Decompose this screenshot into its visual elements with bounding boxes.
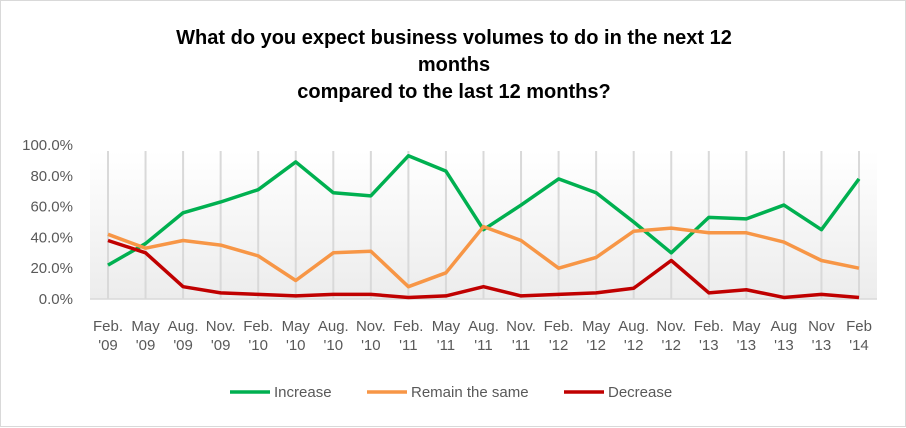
y-tick-label: 20.0% [30,260,73,277]
x-tick-year: '12 [624,337,644,354]
x-tick-label: Aug. '09 [168,318,199,354]
x-tick-month: Feb. [694,318,724,335]
legend-label: Remain the same [411,384,529,401]
x-tick-month: Nov. [656,318,686,335]
x-tick-month: Nov. [206,318,236,335]
x-tick-month: May [282,318,311,335]
x-tick-label: Feb '14 [846,318,872,354]
x-tick-month: May [732,318,761,335]
x-tick-month: Nov. [506,318,536,335]
x-tick-month: May [131,318,160,335]
x-tick-month: Aug. [618,318,649,335]
x-tick-month: Nov [808,318,835,335]
x-tick-month: Feb. [393,318,423,335]
x-tick-year: '13 [699,337,719,354]
x-tick-label: Feb. '12 [544,318,574,354]
x-tick-year: '10 [361,337,381,354]
x-tick-year: '13 [812,337,832,354]
y-tick-label: 60.0% [30,199,73,216]
x-tick-month: May [582,318,611,335]
x-tick-label: Feb. '09 [93,318,123,354]
y-tick-label: 80.0% [30,168,73,185]
x-tick-year: '09 [136,337,156,354]
x-tick-label: Aug. '11 [468,318,499,354]
x-tick-label: Nov. '12 [656,318,686,354]
x-tick-year: '11 [474,337,492,354]
x-tick-label: Nov. '10 [356,318,386,354]
x-tick-month: Feb. [93,318,123,335]
x-tick-year: '10 [286,337,306,354]
x-tick-year: '12 [586,337,606,354]
x-tick-year: '11 [512,337,530,354]
x-tick-month: Aug [771,318,798,335]
x-tick-month: May [432,318,461,335]
x-tick-month: Feb. [544,318,574,335]
x-tick-label: Feb. '13 [694,318,724,354]
x-tick-year: '11 [437,337,455,354]
x-tick-label: Feb. '11 [393,318,423,354]
x-tick-year: '13 [737,337,757,354]
x-tick-label: Nov. '09 [206,318,236,354]
y-tick-label: 100.0% [22,137,73,154]
x-tick-label: May '10 [282,318,311,354]
x-tick-label: Nov. '11 [506,318,536,354]
x-tick-year: '12 [661,337,681,354]
x-tick-year: '10 [248,337,268,354]
x-tick-year: '14 [849,337,869,354]
x-tick-label: May '09 [131,318,160,354]
x-tick-label: Nov '13 [808,318,835,354]
x-tick-year: '09 [173,337,193,354]
x-tick-year: '10 [324,337,344,354]
y-tick-label: 0.0% [39,291,73,308]
legend-label: Decrease [608,384,672,401]
legend-label: Increase [274,384,332,401]
x-tick-year: '09 [211,337,231,354]
x-tick-label: Aug '13 [771,318,798,354]
x-tick-label: May '11 [432,318,461,354]
x-tick-label: May '13 [732,318,761,354]
x-tick-year: '13 [774,337,794,354]
x-tick-label: Feb. '10 [243,318,273,354]
x-tick-month: Feb. [243,318,273,335]
x-tick-month: Aug. [168,318,199,335]
x-tick-year: '12 [549,337,569,354]
x-tick-label: May '12 [582,318,611,354]
y-tick-label: 40.0% [30,229,73,246]
x-tick-label: Aug. '12 [618,318,649,354]
x-tick-label: Aug. '10 [318,318,349,354]
x-tick-month: Feb [846,318,872,335]
x-tick-month: Aug. [318,318,349,335]
x-tick-month: Aug. [468,318,499,335]
x-tick-month: Nov. [356,318,386,335]
x-tick-year: '11 [399,337,417,354]
x-tick-year: '09 [98,337,118,354]
